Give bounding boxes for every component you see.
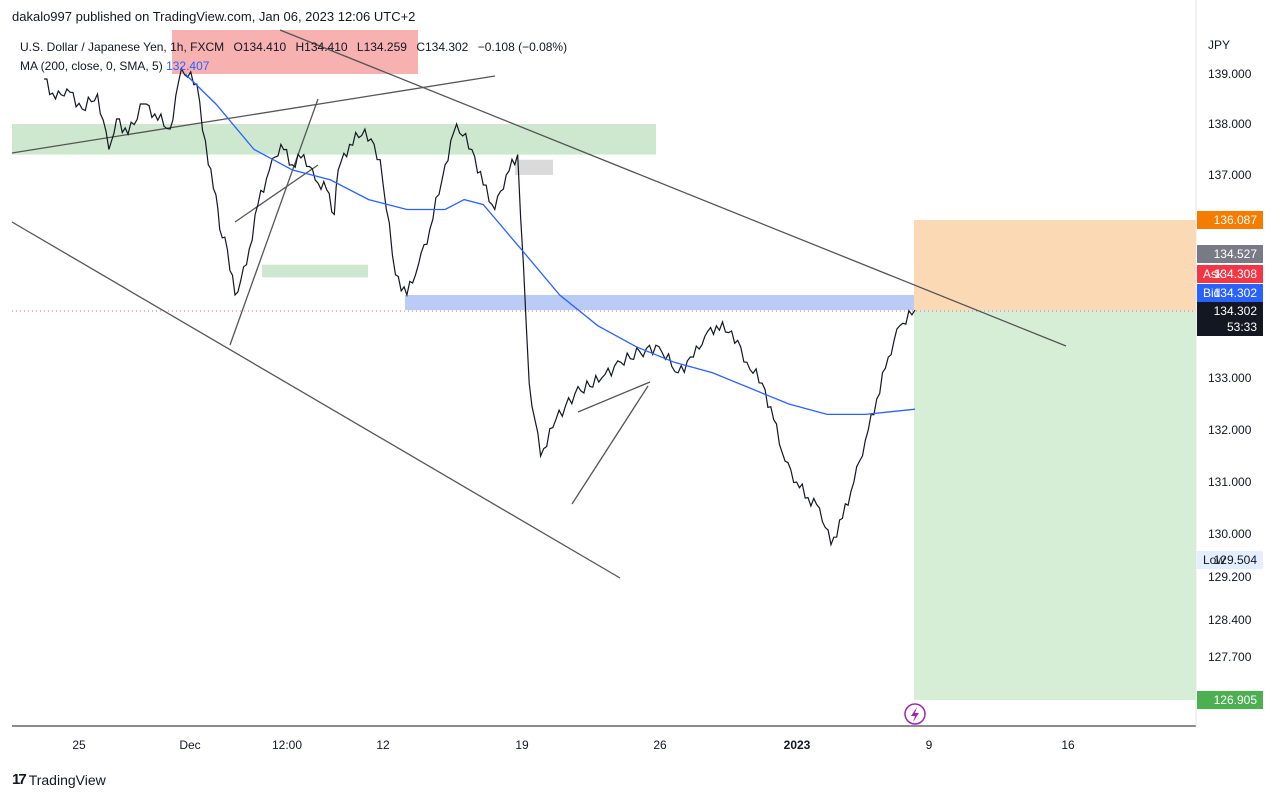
price-tag: Bid 134.302: [1197, 284, 1263, 302]
channel-lower-line: [11, 221, 621, 579]
brand-name: TradingView: [28, 771, 106, 788]
demand-zone-small: [262, 264, 368, 278]
price-tag-label: Low: [1203, 553, 1226, 567]
x-tick-label: Dec: [179, 738, 201, 752]
ma-line: [184, 73, 916, 416]
price-tag-value: 126.905: [1213, 693, 1257, 707]
x-tick-label: 26: [653, 738, 667, 752]
price-tag-label: Bid: [1203, 286, 1221, 300]
price-tag: 134.302 53:33: [1197, 302, 1263, 336]
price-tag: 134.527: [1197, 245, 1263, 263]
y-tick-label: 129.200: [1208, 570, 1252, 584]
attribution: dakalo997 published on TradingView.com, …: [12, 9, 416, 24]
ma-value: 132.407: [166, 59, 210, 73]
price-tag: Low 129.504: [1197, 551, 1263, 569]
x-tick-label: 2023: [783, 738, 811, 752]
x-tick-label: 12: [376, 738, 390, 752]
wedge-inner-line: [234, 164, 319, 223]
x-tick-label: 16: [1061, 738, 1075, 752]
tv-logo-icon: 17: [12, 771, 27, 788]
x-tick-label: 19: [515, 738, 529, 752]
tradingview-logo[interactable]: 17 TradingView: [12, 771, 106, 788]
price-tag: Ask 134.308: [1197, 265, 1263, 283]
support-zone: [405, 294, 950, 311]
y-tick-label: 130.000: [1208, 527, 1252, 541]
take-profit-zone: [914, 310, 1196, 700]
price-tag: 126.905: [1197, 691, 1263, 709]
lightning-icon-glyph: [911, 707, 919, 722]
ohlc-change: −0.108 (−0.08%): [477, 40, 568, 54]
descending-trendline: [279, 29, 1067, 347]
rising-wedge-upper: [577, 381, 651, 413]
rising-wedge-lower: [571, 385, 649, 505]
x-tick-label: 25: [72, 738, 86, 752]
y-tick-label: 131.000: [1208, 475, 1252, 489]
channel-upper-line: [11, 75, 496, 154]
ohlc-open: O134.410: [233, 40, 287, 54]
price-tag-value: 134.308: [1213, 267, 1257, 281]
ohlc-low: L134.259: [356, 40, 407, 54]
resistance-zone: [12, 124, 656, 155]
symbol-legend: U.S. Dollar / Japanese Yen, 1h, FXCM O13…: [20, 40, 573, 54]
countdown-label: 53:33: [1226, 320, 1257, 334]
price-tag-value: 129.504: [1213, 553, 1257, 567]
y-tick-label: 139.000: [1208, 67, 1252, 81]
wedge-upper-line: [229, 98, 319, 346]
ohlc-close: C134.302: [416, 40, 469, 54]
y-tick-label: 133.000: [1208, 371, 1252, 385]
price-tag-value: 136.087: [1213, 213, 1257, 227]
ma-label: MA (200, close, 0, SMA, 5): [20, 59, 163, 73]
x-tick-label: 12:00: [271, 738, 303, 752]
y-tick-label: 128.400: [1208, 613, 1252, 627]
price-tag-value: 134.302: [1213, 286, 1257, 300]
y-tick-label: 127.700: [1208, 650, 1252, 664]
y-tick-label: 132.000: [1208, 423, 1252, 437]
price-tag-label: Ask: [1203, 267, 1224, 281]
symbol-name[interactable]: U.S. Dollar / Japanese Yen, 1h, FXCM: [20, 40, 225, 54]
gap-zone: [515, 159, 553, 175]
ma-legend[interactable]: MA (200, close, 0, SMA, 5) 132.407: [20, 59, 209, 73]
currency-label: JPY: [1208, 38, 1231, 52]
x-tick-label: 9: [925, 738, 933, 752]
price-tag-value: 134.527: [1213, 247, 1257, 261]
y-tick-label: 138.000: [1208, 117, 1252, 131]
supply-zone-top: [172, 30, 418, 74]
ohlc-high: H134.410: [295, 40, 348, 54]
y-tick-label: 137.000: [1208, 168, 1252, 182]
stop-loss-zone: [914, 220, 1196, 310]
price-series-line: [44, 66, 916, 547]
price-tag-value: 134.302: [1213, 304, 1257, 318]
price-tag: 136.087: [1197, 211, 1263, 229]
